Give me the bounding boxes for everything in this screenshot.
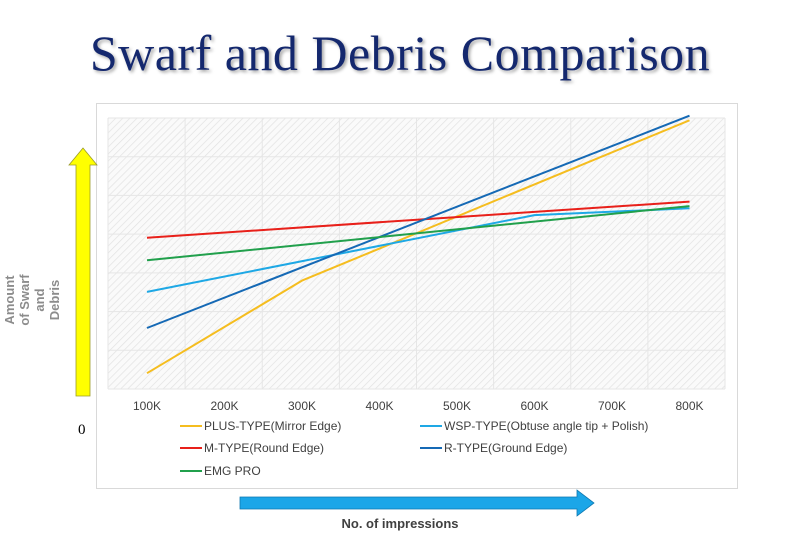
x-tick-label: 600K bbox=[520, 399, 548, 413]
legend-entry: WSP-TYPE(Obtuse angle tip + Polish) bbox=[444, 419, 648, 433]
legend: PLUS-TYPE(Mirror Edge) WSP-TYPE(Obtuse an… bbox=[180, 419, 648, 478]
legend-entry: R-TYPE(Ground Edge) bbox=[444, 441, 567, 455]
series-line-2 bbox=[146, 200, 690, 239]
y-axis-arrow bbox=[68, 147, 98, 397]
legend-entry: PLUS-TYPE(Mirror Edge) bbox=[204, 419, 341, 433]
x-axis-label: No. of impressions bbox=[341, 516, 459, 531]
x-tick-label: 700K bbox=[598, 399, 626, 413]
page-title: Swarf and Debris Comparison bbox=[89, 25, 711, 81]
series-line-4 bbox=[146, 205, 690, 262]
legend-entry: EMG PRO bbox=[204, 464, 261, 478]
series-lines bbox=[146, 114, 690, 375]
legend-entry: M-TYPE(Round Edge) bbox=[204, 441, 324, 455]
x-axis-arrow bbox=[239, 489, 595, 517]
x-tick-labels: 100K 200K 300K 400K 500K 600K 700K 800K bbox=[133, 399, 704, 413]
x-tick-label: 400K bbox=[365, 399, 393, 413]
x-tick-label: 800K bbox=[675, 399, 703, 413]
series-line-3 bbox=[146, 114, 690, 329]
x-tick-label: 300K bbox=[288, 399, 316, 413]
x-tick-label: 100K bbox=[133, 399, 161, 413]
origin-label: 0 bbox=[78, 422, 86, 438]
series-line-0 bbox=[146, 119, 690, 375]
x-tick-label: 500K bbox=[443, 399, 471, 413]
x-tick-label: 200K bbox=[210, 399, 238, 413]
